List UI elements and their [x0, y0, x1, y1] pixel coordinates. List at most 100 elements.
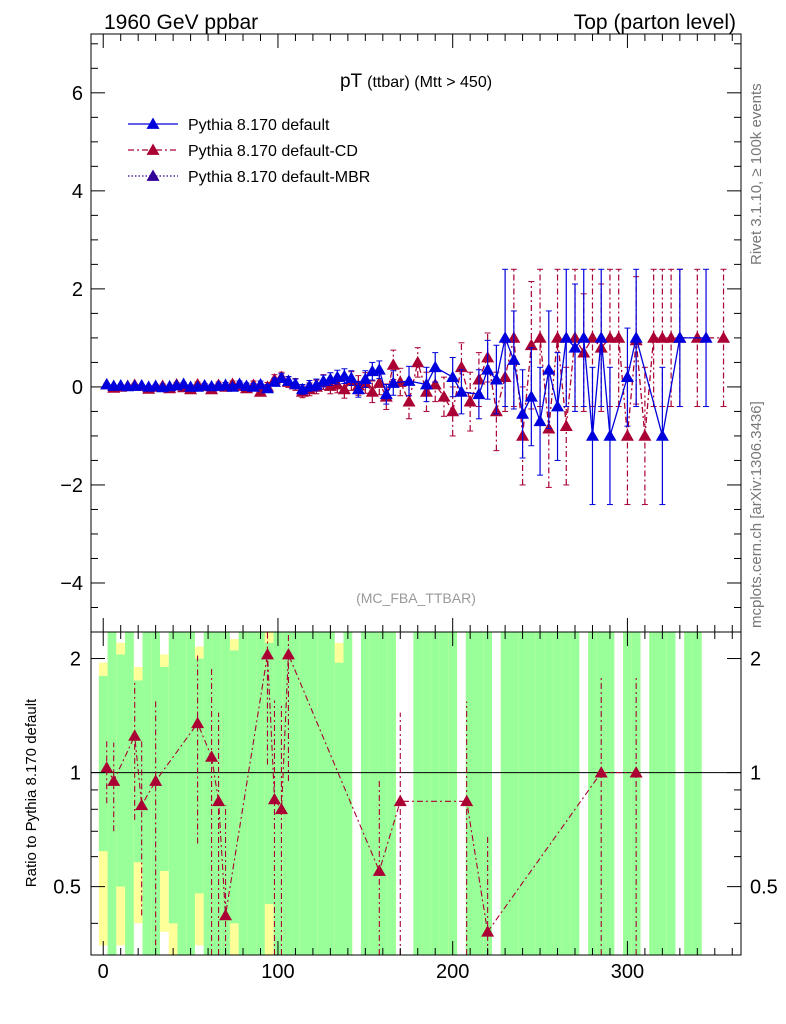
band-inner — [151, 632, 161, 955]
data-point — [260, 381, 274, 394]
band-inner — [203, 632, 213, 955]
ratio-y-tick-label: 0.5 — [53, 877, 81, 899]
main-tick-labels: −4 −2 0 2 4 6 — [60, 83, 83, 595]
legend-entry: Pythia 8.170 default — [188, 117, 330, 134]
data-point — [309, 378, 323, 390]
ratio-y-tick-label: 2 — [70, 649, 81, 671]
ratio-y-tick-label-right: 2 — [750, 649, 761, 671]
ratio-points-group — [100, 632, 643, 955]
data-point — [551, 331, 565, 343]
ratio-point — [481, 925, 495, 937]
chart-title: pT (ttbar) (Mtt > 450) — [340, 71, 492, 92]
band-inner — [107, 632, 117, 955]
ratio-point — [205, 750, 219, 762]
ratio-point — [191, 716, 205, 729]
data-point — [365, 385, 379, 397]
data-point — [472, 387, 486, 400]
ratio-point — [629, 766, 643, 778]
band-inner — [291, 632, 300, 955]
band-inner — [666, 632, 676, 955]
ratio-frame — [90, 631, 742, 956]
band-inner — [273, 632, 283, 955]
data-point — [386, 358, 400, 370]
legend-marker — [146, 117, 160, 129]
band-inner — [378, 632, 388, 955]
data-point — [358, 372, 372, 384]
band-inner — [483, 632, 493, 955]
ratio-point — [267, 792, 281, 805]
data-point — [516, 407, 530, 419]
band-inner — [229, 650, 239, 924]
band-inner — [430, 632, 440, 955]
data-point — [295, 382, 309, 395]
band-inner — [596, 632, 606, 955]
data-point — [690, 331, 704, 343]
band-inner — [125, 632, 134, 955]
data-point — [524, 390, 538, 402]
ratio-y-tick-label: 1 — [70, 763, 81, 785]
band-inner — [465, 632, 475, 955]
data-point — [673, 331, 687, 343]
ratio-axis-ticks — [91, 632, 741, 955]
x-tick-label: 0 — [98, 961, 109, 983]
band-inner — [526, 632, 536, 955]
ratio-panel: 0.5 0.5 1 1 2 2 0 100 200 300 Ratio to Pythia 8.1… — [23, 631, 778, 983]
data-point — [428, 360, 442, 373]
ratio-y-tick-label-right: 1 — [750, 763, 761, 785]
legend-marker — [146, 169, 160, 181]
ratio-point — [460, 794, 474, 807]
data-point — [559, 419, 573, 432]
band-inner — [186, 632, 195, 955]
data-point — [533, 331, 547, 343]
ratio-y-tick-label-right: 0.5 — [750, 877, 778, 899]
data-point — [577, 331, 591, 343]
ratio-point — [372, 864, 386, 876]
band-inner — [509, 632, 519, 955]
data-point — [655, 429, 669, 441]
x-tick-label: 200 — [436, 961, 469, 983]
band-inner — [544, 632, 554, 955]
data-point — [379, 387, 393, 400]
data-point — [437, 390, 451, 402]
analysis-tag: (MC_FBA_TTBAR) — [356, 590, 476, 606]
data-point — [402, 395, 416, 407]
ratio-point — [594, 766, 608, 778]
band-inner — [623, 632, 632, 955]
mcplots-label: mcplots.cern.ch [arXiv:1306.3436] — [748, 401, 765, 628]
data-point — [253, 385, 267, 397]
data-point — [620, 429, 634, 441]
band-inner — [474, 632, 484, 955]
data-point — [533, 414, 547, 427]
ratio-point — [128, 729, 142, 741]
data-point — [463, 395, 477, 407]
main-y-tick-label: 0 — [72, 377, 83, 399]
band-inner — [535, 632, 545, 955]
band-inner — [299, 632, 309, 955]
data-point — [603, 331, 617, 343]
data-point — [281, 374, 295, 386]
data-point — [655, 331, 669, 343]
band-inner — [177, 632, 187, 955]
band-inner — [605, 632, 615, 955]
data-point — [542, 363, 556, 375]
legend-entry: Pythia 8.170 default-MBR — [188, 169, 370, 186]
band-inner — [561, 632, 571, 955]
data-point — [454, 385, 468, 397]
data-point — [446, 370, 460, 382]
band-inner — [448, 632, 458, 955]
band-inner — [439, 632, 449, 955]
band-inner — [387, 632, 396, 955]
data-point — [647, 331, 661, 343]
band-inner — [413, 632, 423, 955]
band-inner — [308, 632, 318, 955]
data-point — [559, 331, 573, 343]
x-tick-label: 100 — [261, 961, 294, 983]
ratio-point — [274, 802, 288, 815]
ratio-point — [100, 761, 114, 773]
band-inner — [212, 632, 222, 955]
data-point — [344, 371, 358, 383]
x-tick-label: 300 — [611, 961, 644, 983]
data-point — [177, 377, 191, 389]
data-point — [638, 429, 652, 441]
ratio-point — [260, 647, 274, 660]
